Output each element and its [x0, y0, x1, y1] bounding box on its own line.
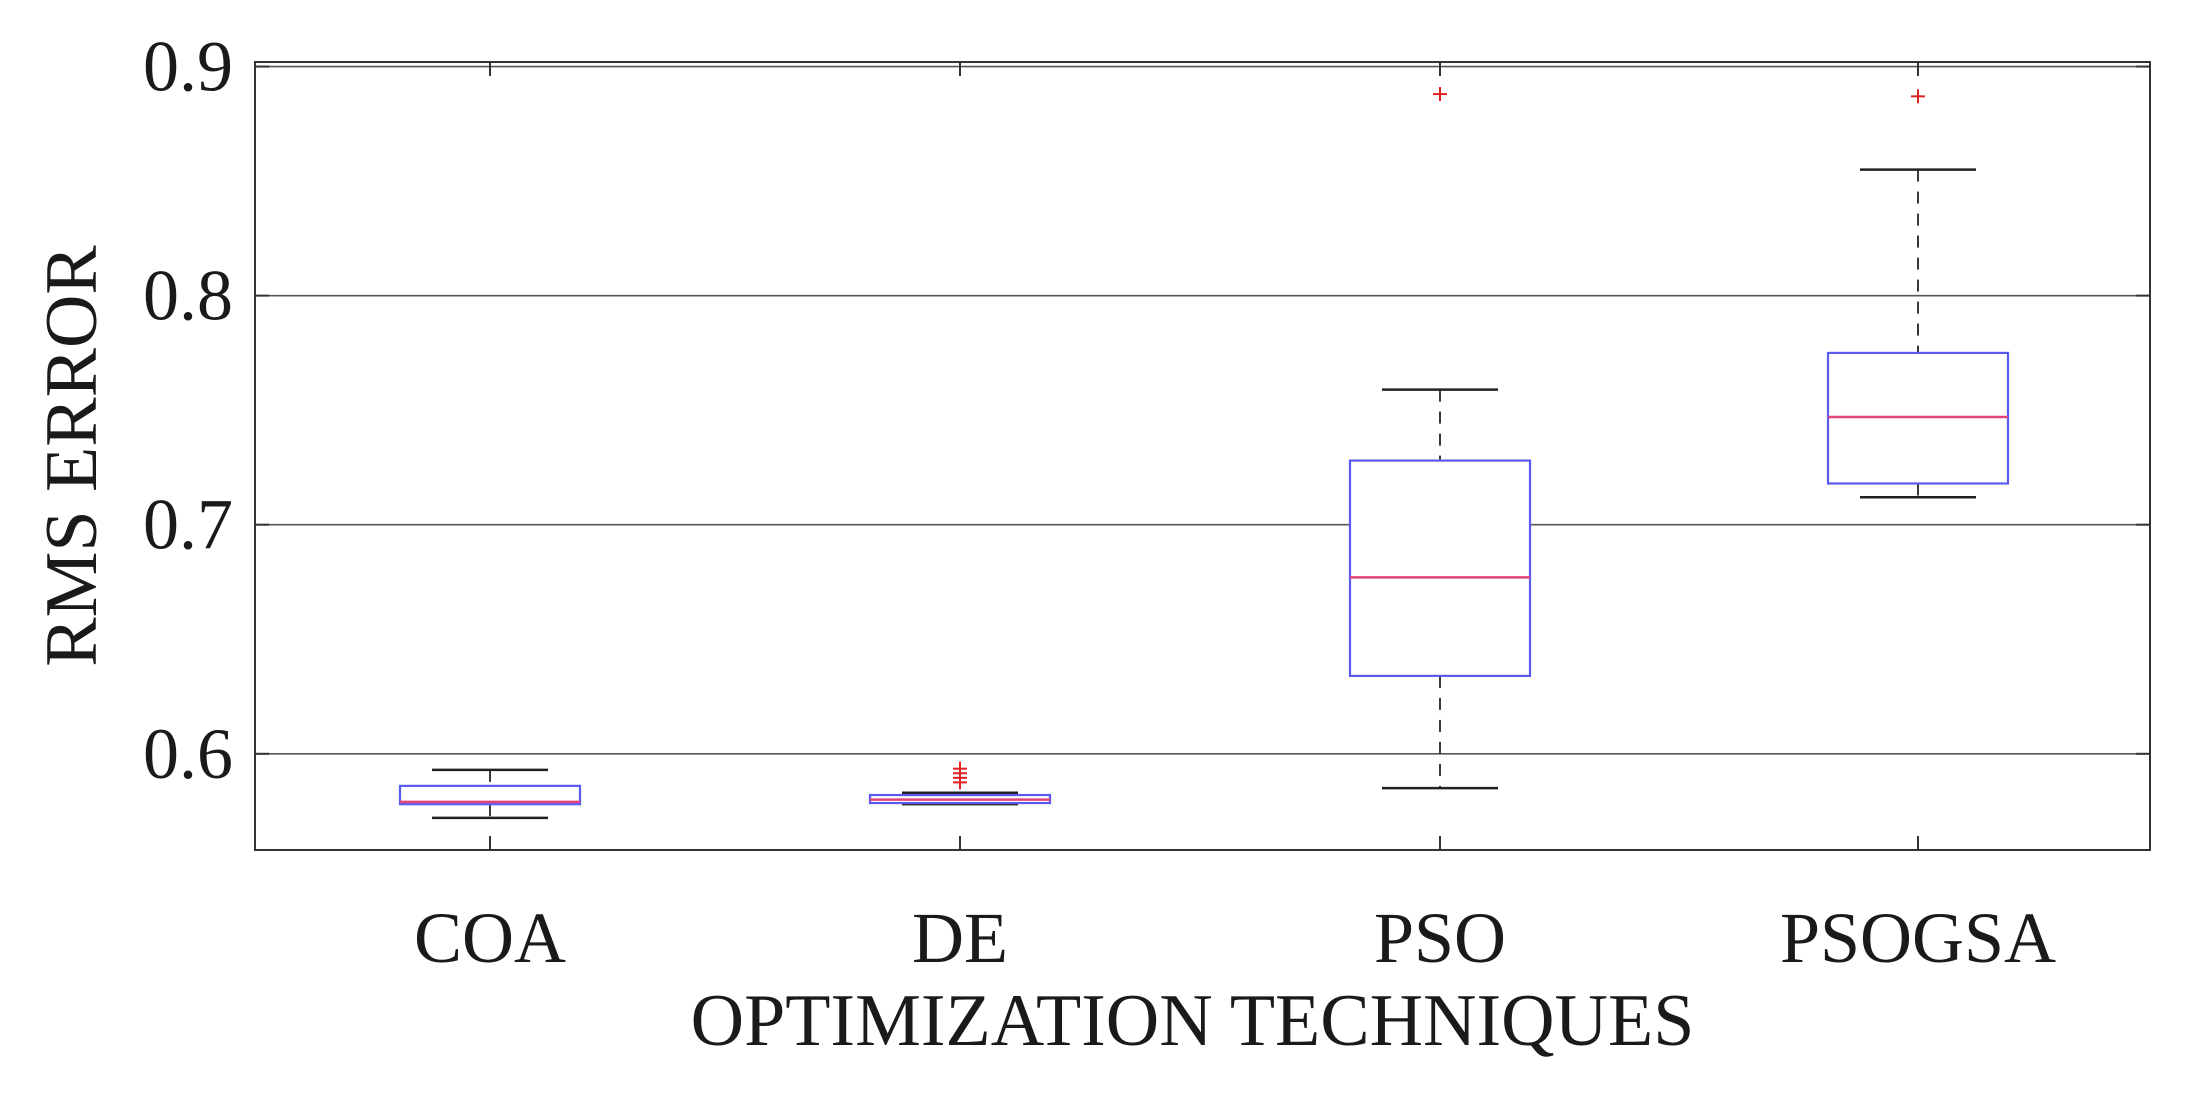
- plot-frame: [254, 61, 2151, 851]
- box-pso: [1348, 87, 1532, 790]
- x-axis-label: OPTIMIZATION TECHNIQUES: [691, 980, 1695, 1062]
- box-psogsa: [1826, 89, 2010, 499]
- box-series: [398, 87, 2010, 820]
- outlier-marker: [953, 761, 967, 776]
- box-de: [868, 761, 1052, 806]
- x-tick-label-coa: COA: [414, 898, 566, 978]
- box-iqr: [398, 784, 582, 806]
- y-tick-label: 0.9: [143, 27, 233, 107]
- y-tick-label: 0.6: [143, 714, 233, 794]
- y-tick-label: 0.8: [143, 256, 233, 336]
- tick-labels: 0.6 0.7 0.8 0.9 COA DE PSO PSOGSA: [143, 27, 2056, 978]
- box-coa: [398, 768, 582, 820]
- outlier-marker: [1433, 87, 1447, 102]
- outlier-marker: [1911, 89, 1925, 104]
- x-tick-label-pso: PSO: [1374, 898, 1506, 978]
- x-tick-label-de: DE: [912, 898, 1008, 978]
- box-iqr: [1348, 459, 1532, 678]
- plot-axes: [254, 61, 2151, 851]
- x-tick-label-psogsa: PSOGSA: [1780, 898, 2056, 978]
- y-axis-label: RMS ERROR: [31, 245, 113, 667]
- y-tick-label: 0.7: [143, 485, 233, 565]
- grid-lines: [255, 65, 2150, 755]
